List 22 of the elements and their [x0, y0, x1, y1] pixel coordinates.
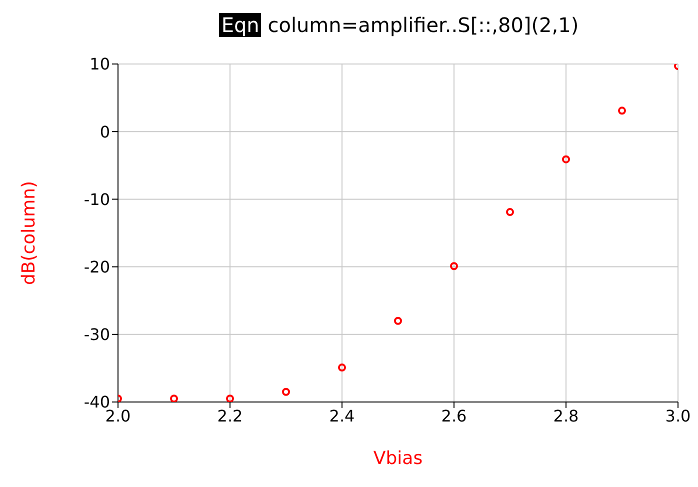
y-tick-label: -10 [84, 190, 110, 209]
x-tick-label: 2.4 [329, 406, 355, 426]
y-tick-label: -30 [84, 325, 110, 344]
x-tick-label: 2.2 [217, 406, 243, 426]
x-tick-label: 3.0 [665, 406, 691, 426]
x-axis-title: Vbias [373, 448, 423, 469]
y-axis-title: dB(column) [18, 180, 40, 286]
y-tick-label: 0 [100, 122, 110, 142]
point [226, 394, 234, 402]
point [282, 388, 290, 396]
point [618, 106, 626, 115]
y-tick-label: 10 [90, 54, 110, 74]
point [450, 262, 458, 270]
point [562, 155, 570, 164]
point [338, 364, 346, 372]
point [394, 316, 402, 325]
point [170, 394, 178, 402]
chart-title: Eqn column=amplifier..S[::,80](2,1) [220, 13, 579, 37]
point [506, 208, 514, 216]
y-tick-label: -20 [84, 257, 110, 276]
x-tick-label: 2.8 [553, 406, 579, 426]
x-tick-label: 2.6 [441, 406, 467, 426]
